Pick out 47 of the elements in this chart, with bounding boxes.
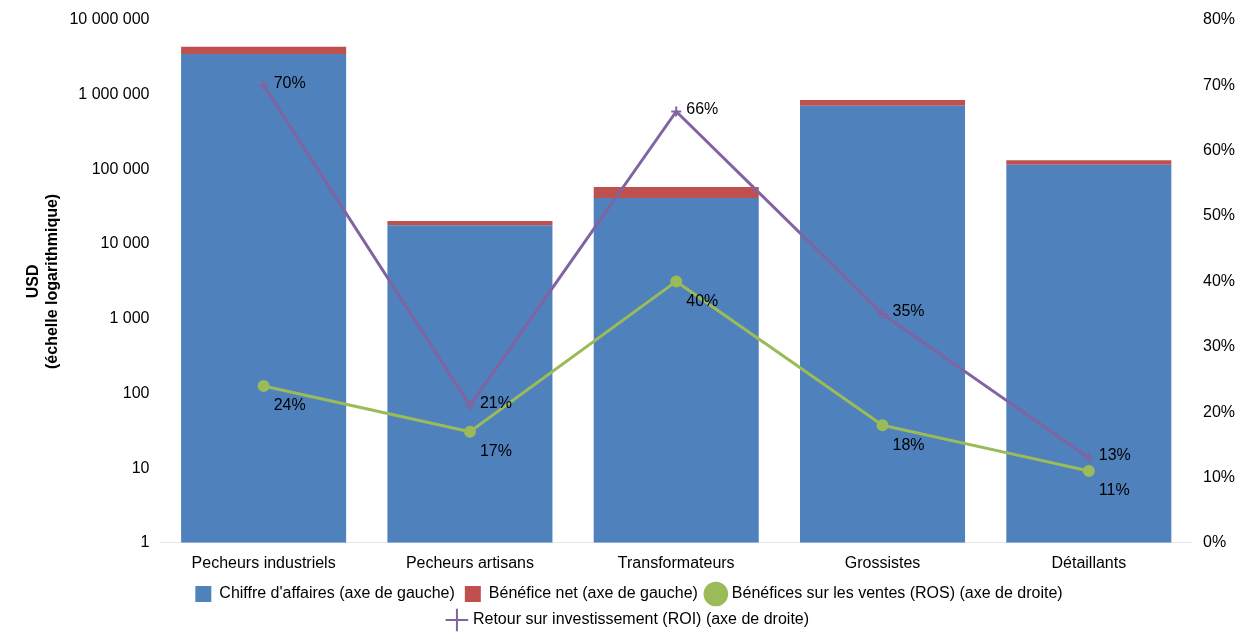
y-tick-label: 1 000 xyxy=(109,309,150,327)
data-label: 35% xyxy=(892,302,925,320)
legend-label: Chiffre d'affaires (axe de gauche) xyxy=(219,584,455,602)
data-label: 66% xyxy=(686,99,719,117)
y2-tick-label: 30% xyxy=(1202,337,1236,355)
y2-tick-label: 10% xyxy=(1202,467,1236,485)
y-tick-label: 10 000 xyxy=(100,234,150,252)
bar xyxy=(387,225,553,543)
data-label: 11% xyxy=(1098,481,1130,499)
y2-tick-label: 70% xyxy=(1202,75,1236,93)
y-tick-label: 1 xyxy=(140,533,150,551)
x-tick-label: Détaillants xyxy=(1051,553,1127,571)
data-label: 17% xyxy=(479,442,512,460)
y2-tick-label: 60% xyxy=(1202,141,1236,159)
bar xyxy=(1006,160,1172,165)
y2-tick-label: 20% xyxy=(1202,402,1236,420)
y-tick-label: 100 000 xyxy=(91,159,150,177)
y2-tick-label: 50% xyxy=(1202,206,1236,224)
data-label: 40% xyxy=(686,291,719,309)
x-tick-label: Pecheurs artisans xyxy=(405,553,534,571)
bar xyxy=(181,54,347,543)
bar xyxy=(181,46,347,55)
y-tick-label: 10 xyxy=(131,458,150,476)
bar xyxy=(1006,164,1172,543)
bar xyxy=(800,99,966,106)
y-tick-label: 1 000 000 xyxy=(78,85,150,103)
y2-tick-label: 40% xyxy=(1202,271,1236,289)
y2-tick-label: 80% xyxy=(1202,10,1236,28)
x-tick-label: Grossistes xyxy=(844,553,921,571)
bar xyxy=(593,197,759,543)
bar xyxy=(387,220,553,226)
data-label: 21% xyxy=(479,393,512,411)
x-tick-label: Transformateurs xyxy=(617,553,735,571)
data-label: 24% xyxy=(273,396,306,414)
data-label: 18% xyxy=(892,435,925,453)
y-tick-label: 10 000 000 xyxy=(69,10,150,28)
y-axis-title: USD (échelle logarithmique) xyxy=(24,193,61,369)
legend-label: Retour sur investissement (ROI) (axe de droite) xyxy=(472,610,810,628)
y2-tick-label: 0% xyxy=(1202,533,1227,551)
bar xyxy=(593,187,759,198)
legend-label: Bénéfice net (axe de gauche) xyxy=(488,584,698,602)
bar xyxy=(800,105,966,543)
x-tick-label: Pecheurs industriels xyxy=(191,553,336,571)
legend-label: Bénéfices sur les ventes (ROS) (axe de droite) xyxy=(731,584,1063,602)
data-label: 70% xyxy=(273,73,306,91)
y-tick-label: 100 xyxy=(122,383,150,401)
data-label: 13% xyxy=(1098,446,1131,464)
